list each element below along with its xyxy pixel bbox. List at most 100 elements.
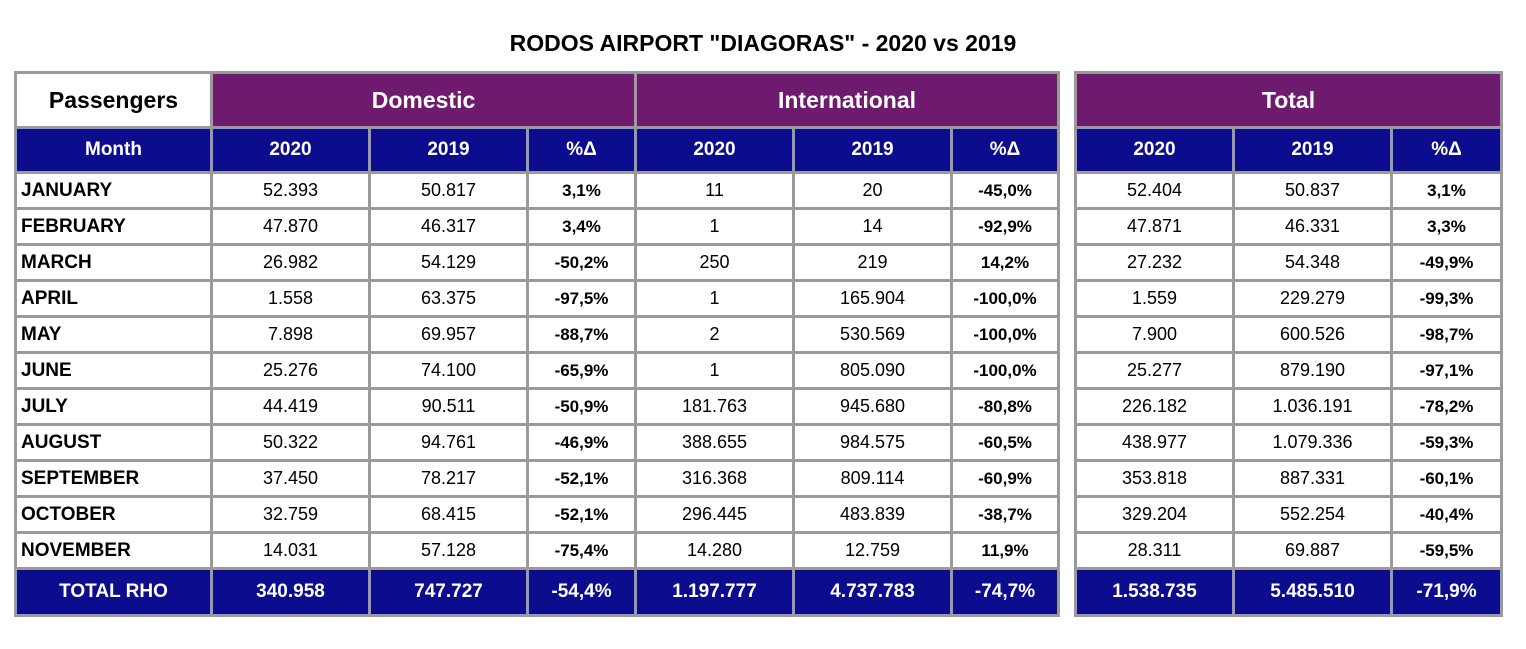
total-international-2020: 1.197.777 [634, 567, 795, 617]
international-2020-cell: 316.368 [634, 459, 795, 498]
domestic-2020-cell: 25.276 [210, 351, 371, 390]
domestic-pct-cell: -65,9% [526, 351, 637, 390]
international-2019-cell: 530.569 [792, 315, 953, 354]
month-cell: NOVEMBER [14, 531, 213, 570]
domestic-2019-cell: 78.217 [368, 459, 529, 498]
total-2020-cell: 438.977 [1074, 423, 1235, 462]
total-2019-cell: 54.348 [1232, 243, 1393, 282]
international-2019-cell: 165.904 [792, 279, 953, 318]
month-cell: AUGUST [14, 423, 213, 462]
table-row: 25.277 879.190 -97,1% [1074, 351, 1503, 390]
total-pct-cell: -40,4% [1390, 495, 1503, 534]
international-pct-cell: -100,0% [950, 279, 1060, 318]
table-row: FEBRUARY 47.870 46.317 3,4% 1 14 -92,9% [14, 207, 1060, 246]
international-2019-cell: 20 [792, 171, 953, 210]
month-cell: APRIL [14, 279, 213, 318]
table-row: 7.900 600.526 -98,7% [1074, 315, 1503, 354]
table-row: 1.559 229.279 -99,3% [1074, 279, 1503, 318]
international-2019-cell: 12.759 [792, 531, 953, 570]
domestic-2019-cell: 57.128 [368, 531, 529, 570]
domestic-pct-cell: -52,1% [526, 495, 637, 534]
table-row: 27.232 54.348 -49,9% [1074, 243, 1503, 282]
domestic-2020-cell: 52.393 [210, 171, 371, 210]
total-2019-cell: 1.036.191 [1232, 387, 1393, 426]
international-2019-cell: 805.090 [792, 351, 953, 390]
domestic-pct-cell: -50,2% [526, 243, 637, 282]
international-2019-cell: 945.680 [792, 387, 953, 426]
international-2020-cell: 2 [634, 315, 795, 354]
total-2019-cell: 50.837 [1232, 171, 1393, 210]
total-pct-cell: -59,5% [1390, 531, 1503, 570]
total-pct-cell: -49,9% [1390, 243, 1503, 282]
grand-total-2019: 5.485.510 [1232, 567, 1393, 617]
total-2020-cell: 353.818 [1074, 459, 1235, 498]
international-pct-cell: -92,9% [950, 207, 1060, 246]
international-2019-cell: 984.575 [792, 423, 953, 462]
total-2019-cell: 69.887 [1232, 531, 1393, 570]
international-pct-cell: -100,0% [950, 351, 1060, 390]
domestic-2019-cell: 63.375 [368, 279, 529, 318]
total-2019-cell: 879.190 [1232, 351, 1393, 390]
grand-total-pct: -71,9% [1390, 567, 1503, 617]
domestic-header: Domestic [210, 71, 637, 129]
total-2020-cell: 47.871 [1074, 207, 1235, 246]
month-cell: JUNE [14, 351, 213, 390]
total-row: TOTAL RHO 340.958 747.727 -54,4% 1.197.7… [14, 567, 1060, 617]
passengers-header: Passengers [14, 71, 213, 129]
total-2020-cell: 25.277 [1074, 351, 1235, 390]
international-pct-header: %Δ [950, 126, 1060, 174]
grand-total-2020: 1.538.735 [1074, 567, 1235, 617]
total-2020-cell: 1.559 [1074, 279, 1235, 318]
international-2020-cell: 181.763 [634, 387, 795, 426]
total-2020-header: 2020 [1074, 126, 1235, 174]
total-international-2019: 4.737.783 [792, 567, 953, 617]
total-2019-cell: 887.331 [1232, 459, 1393, 498]
domestic-pct-cell: -52,1% [526, 459, 637, 498]
domestic-2020-cell: 32.759 [210, 495, 371, 534]
domestic-2020-cell: 47.870 [210, 207, 371, 246]
table-row: SEPTEMBER 37.450 78.217 -52,1% 316.368 809.11… [14, 459, 1060, 498]
table-row: 52.404 50.837 3,1% [1074, 171, 1503, 210]
table-row: MARCH 26.982 54.129 -50,2% 250 219 14,2% [14, 243, 1060, 282]
month-cell: JANUARY [14, 171, 213, 210]
table-row: 329.204 552.254 -40,4% [1074, 495, 1503, 534]
international-header: International [634, 71, 1060, 129]
domestic-2019-header: 2019 [368, 126, 529, 174]
total-header: Total [1074, 71, 1503, 129]
domestic-2020-cell: 37.450 [210, 459, 371, 498]
total-2020-cell: 28.311 [1074, 531, 1235, 570]
domestic-2019-cell: 69.957 [368, 315, 529, 354]
international-2020-cell: 14.280 [634, 531, 795, 570]
total-2019-cell: 552.254 [1232, 495, 1393, 534]
total-pct-cell: 3,1% [1390, 171, 1503, 210]
table-row: JUNE 25.276 74.100 -65,9% 1 805.090 -100,0% [14, 351, 1060, 390]
month-cell: JULY [14, 387, 213, 426]
international-2019-cell: 809.114 [792, 459, 953, 498]
total-table: Total 2020 2019 %Δ 52.404 50.837 3,1% 47.87… [1074, 71, 1503, 617]
domestic-2019-cell: 54.129 [368, 243, 529, 282]
table-row: APRIL 1.558 63.375 -97,5% 1 165.904 -100,0% [14, 279, 1060, 318]
table-row: AUGUST 50.322 94.761 -46,9% 388.655 984.575 -6… [14, 423, 1060, 462]
domestic-2020-header: 2020 [210, 126, 371, 174]
domestic-2019-cell: 74.100 [368, 351, 529, 390]
domestic-2019-cell: 90.511 [368, 387, 529, 426]
domestic-pct-cell: 3,4% [526, 207, 637, 246]
domestic-pct-cell: 3,1% [526, 171, 637, 210]
total-2019-cell: 229.279 [1232, 279, 1393, 318]
domestic-2020-cell: 50.322 [210, 423, 371, 462]
total-2020-cell: 329.204 [1074, 495, 1235, 534]
domestic-2019-cell: 50.817 [368, 171, 529, 210]
table-row: MAY 7.898 69.957 -88,7% 2 530.569 -100,0% [14, 315, 1060, 354]
domestic-2020-cell: 26.982 [210, 243, 371, 282]
international-2020-cell: 388.655 [634, 423, 795, 462]
domestic-international-table: Passengers Domestic International Month … [14, 71, 1060, 617]
international-pct-cell: -45,0% [950, 171, 1060, 210]
page-title: RODOS AIRPORT "DIAGORAS" - 2020 vs 2019 [509, 30, 1017, 56]
month-cell: SEPTEMBER [14, 459, 213, 498]
total-2019-header: 2019 [1232, 126, 1393, 174]
total-2019-cell: 1.079.336 [1232, 423, 1393, 462]
total-2020-cell: 52.404 [1074, 171, 1235, 210]
international-2020-header: 2020 [634, 126, 795, 174]
domestic-pct-cell: -75,4% [526, 531, 637, 570]
table-row: OCTOBER 32.759 68.415 -52,1% 296.445 483.839-… [14, 495, 1060, 534]
